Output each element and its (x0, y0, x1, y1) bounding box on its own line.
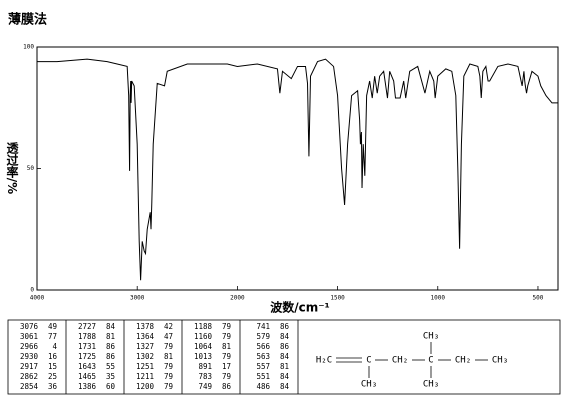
y-tick-label: 50 (27, 165, 35, 172)
x-tick-label: 2000 (230, 295, 245, 302)
wavenumber-cell: 2930 (20, 352, 39, 361)
chart-title: 薄膜法 (8, 12, 47, 28)
intensity-cell: 79 (222, 322, 231, 331)
atom-label: CH₂ (392, 356, 408, 366)
intensity-cell: 81 (280, 362, 289, 371)
wavenumber-cell: 1643 (78, 362, 96, 371)
atom-label: CH₂ (455, 356, 471, 366)
structure-bonds (336, 342, 488, 378)
intensity-cell: 16 (48, 352, 58, 361)
atom-label: CH₃ (423, 332, 439, 342)
x-tick-label: 1000 (431, 295, 446, 302)
intensity-cell: 81 (222, 342, 231, 351)
intensity-cell: 49 (48, 322, 57, 331)
wavenumber-cell: 579 (256, 332, 270, 341)
intensity-cell: 79 (164, 382, 173, 391)
wavenumber-cell: 551 (256, 372, 270, 381)
intensity-cell: 47 (164, 332, 173, 341)
intensity-cell: 79 (164, 372, 173, 381)
wavenumber-cell: 1188 (194, 322, 213, 331)
wavenumber-cell: 1465 (78, 372, 96, 381)
wavenumber-cell: 783 (198, 372, 212, 381)
atom-label: CH₃ (423, 380, 439, 390)
intensity-cell: 79 (222, 332, 231, 341)
wavenumber-cell: 1327 (136, 342, 154, 351)
intensity-cell: 79 (222, 352, 231, 361)
y-tick-label: 100 (23, 44, 34, 51)
intensity-cell: 79 (222, 372, 231, 381)
intensity-cell: 84 (280, 332, 290, 341)
wavenumber-cell: 1013 (194, 352, 212, 361)
intensity-cell: 79 (164, 362, 173, 371)
wavenumber-cell: 557 (256, 362, 270, 371)
x-tick-label: 4000 (30, 295, 45, 302)
intensity-cell: 86 (106, 342, 116, 351)
wavenumber-cell: 566 (256, 342, 270, 351)
wavenumber-cell: 1364 (136, 332, 155, 341)
intensity-cell: 84 (106, 322, 116, 331)
wavenumber-cell: 3076 (20, 322, 39, 331)
wavenumber-cell: 891 (198, 362, 212, 371)
wavenumber-cell: 563 (256, 352, 270, 361)
x-tick-label: 3000 (130, 295, 145, 302)
wavenumber-cell: 1378 (136, 322, 155, 331)
wavenumber-cell: 741 (256, 322, 270, 331)
intensity-cell: 79 (164, 342, 173, 351)
wavenumber-cell: 1725 (78, 352, 96, 361)
wavenumber-cell: 1386 (78, 382, 97, 391)
intensity-cell: 60 (106, 382, 116, 391)
intensity-cell: 84 (280, 382, 290, 391)
wavenumber-cell: 2727 (78, 322, 96, 331)
intensity-cell: 86 (280, 322, 290, 331)
x-tick-label: 500 (533, 295, 544, 302)
wavenumber-cell: 1788 (78, 332, 97, 341)
wavenumber-cell: 486 (256, 382, 270, 391)
wavenumber-cell: 1064 (194, 342, 213, 351)
intensity-cell: 36 (48, 382, 58, 391)
atom-label: C (428, 356, 433, 366)
x-axis-label: 波数/cm⁻¹ (270, 300, 330, 315)
atom-label: CH₃ (492, 356, 508, 366)
intensity-cell: 84 (280, 372, 290, 381)
intensity-cell: 77 (48, 332, 57, 341)
wavenumber-cell: 749 (198, 382, 212, 391)
wavenumber-cell: 1211 (136, 372, 154, 381)
y-tick-label: 0 (30, 287, 34, 294)
wavenumber-cell: 1302 (136, 352, 154, 361)
wavenumber-cell: 2966 (20, 342, 39, 351)
wavenumber-cell: 2854 (20, 382, 39, 391)
intensity-cell: 35 (106, 372, 115, 381)
intensity-cell: 55 (106, 362, 115, 371)
atom-label: H₂C (316, 356, 332, 366)
intensity-cell: 86 (222, 382, 232, 391)
intensity-cell: 84 (280, 352, 290, 361)
x-tick-label: 1500 (330, 295, 345, 302)
table-frame (7, 319, 561, 395)
atom-label: CH₃ (361, 380, 377, 390)
intensity-cell: 86 (280, 342, 290, 351)
wavenumber-cell: 2862 (20, 372, 38, 381)
wavenumber-cell: 1200 (136, 382, 155, 391)
intensity-cell: 81 (164, 352, 173, 361)
intensity-cell: 4 (52, 342, 57, 351)
wavenumber-cell: 3061 (20, 332, 38, 341)
intensity-cell: 81 (106, 332, 115, 341)
spectrum-line (37, 58, 558, 281)
intensity-cell: 42 (164, 322, 173, 331)
intensity-cell: 15 (48, 362, 57, 371)
intensity-cell: 25 (48, 372, 57, 381)
wavenumber-cell: 1160 (194, 332, 213, 341)
wavenumber-cell: 1251 (136, 362, 154, 371)
intensity-cell: 17 (222, 362, 231, 371)
atom-label: C (366, 356, 371, 366)
y-axis-label: 透过率/% (5, 141, 19, 194)
intensity-cell: 86 (106, 352, 116, 361)
wavenumber-cell: 1731 (78, 342, 96, 351)
wavenumber-cell: 2917 (20, 362, 38, 371)
